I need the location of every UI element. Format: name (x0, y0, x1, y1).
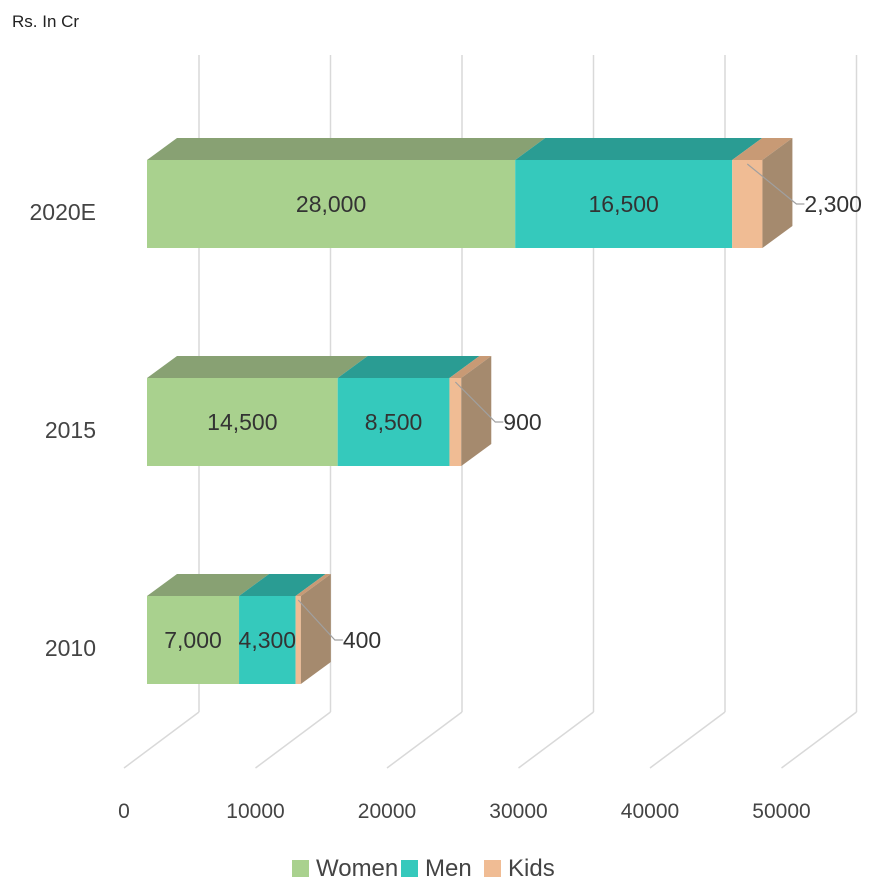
bar-segment (147, 160, 516, 248)
bar-segment (295, 596, 301, 684)
x-tick-label: 20000 (358, 800, 416, 823)
data-label-leader (297, 599, 343, 641)
bar-segment-top (295, 574, 331, 596)
bar-segment-top (449, 356, 492, 378)
bar-segment-top (732, 138, 793, 160)
bar-segment (337, 378, 450, 466)
bar-segment-top (239, 574, 326, 596)
floor-gridline (518, 711, 594, 769)
category-label: 2010 (45, 635, 96, 661)
floor-gridline (123, 711, 200, 769)
category-label: 2015 (45, 417, 96, 443)
category-label: 2020E (29, 199, 96, 225)
data-label: 900 (503, 409, 541, 435)
legend-label: Men (425, 855, 472, 882)
x-tick-label: 30000 (489, 800, 547, 823)
legend-swatch (401, 860, 418, 877)
data-label: 2,300 (804, 191, 862, 217)
bar-segment (449, 378, 462, 466)
bar-segment (147, 596, 240, 684)
floor-gridline (649, 711, 726, 769)
x-tick-label: 40000 (621, 800, 679, 823)
data-label-leader (746, 163, 805, 205)
data-label: 14,500 (207, 409, 277, 435)
legend-swatch (484, 860, 501, 877)
legend-label: Kids (508, 855, 555, 882)
data-label: 400 (343, 627, 381, 653)
bar-segment (515, 160, 733, 248)
bar-side (762, 138, 793, 248)
bar-segment-top (515, 138, 763, 160)
x-tick-label: 50000 (752, 800, 810, 823)
floor-gridline (386, 711, 463, 769)
data-label: 28,000 (296, 191, 366, 217)
bar-side (461, 356, 492, 466)
floor-gridline (255, 711, 331, 769)
bar-segment (732, 160, 763, 248)
data-label: 4,300 (239, 627, 297, 653)
x-tick-label: 0 (118, 800, 130, 823)
data-label: 8,500 (365, 409, 423, 435)
legend-label: Women (316, 855, 398, 882)
x-tick-label: 10000 (226, 800, 284, 823)
bar-segment-top (147, 138, 546, 160)
bar-segment-top (147, 356, 368, 378)
data-label-leader (454, 381, 504, 423)
data-label: 7,000 (164, 627, 222, 653)
floor-gridline (781, 711, 857, 769)
bar-segment (147, 378, 338, 466)
bar-segment-top (147, 574, 270, 596)
bar-segment-top (337, 356, 480, 378)
bar-segment (239, 596, 296, 684)
bar-side (300, 574, 331, 684)
legend-swatch (292, 860, 309, 877)
unit-label: Rs. In Cr (12, 12, 80, 31)
data-label: 16,500 (589, 191, 659, 217)
